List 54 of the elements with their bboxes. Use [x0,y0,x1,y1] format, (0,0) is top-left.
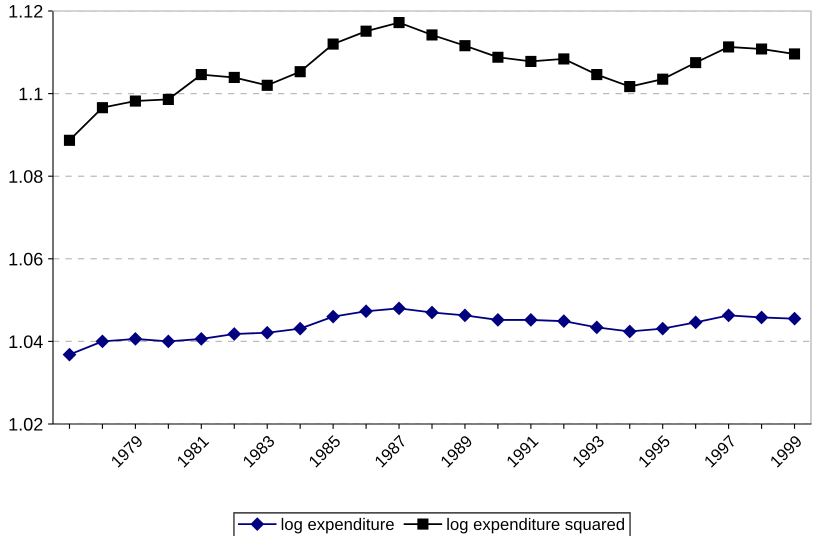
point [425,306,439,320]
point [162,94,174,105]
y-tick-label: 1.04 [10,335,43,348]
point [360,26,372,37]
point [657,74,668,85]
point [162,334,175,348]
point [294,66,306,78]
point [723,41,734,52]
point [96,102,108,114]
point [689,316,702,329]
point [756,43,768,55]
point [294,322,307,336]
y-tick-label: 1.08 [10,170,42,183]
point [96,334,110,348]
point [196,69,207,80]
y-tick-label: 1.12 [10,4,42,18]
point [260,326,274,340]
point [130,95,141,107]
point [458,308,472,322]
point [392,302,406,315]
point [590,320,604,334]
legend-label: log expenditure squared [447,518,624,534]
legend-label: log expenditure [282,518,394,534]
point [64,134,76,146]
point [788,312,802,326]
point [624,81,636,92]
point [656,322,670,336]
point [591,69,602,80]
point [228,327,241,341]
point [194,332,208,346]
point [459,40,471,52]
point [491,313,504,327]
point [393,17,405,28]
point [557,314,570,328]
y-tick-label: 1.06 [10,252,42,266]
point [524,313,538,327]
point [690,57,702,68]
point [722,308,736,322]
y-tick-label: 1.02 [10,418,42,431]
point [360,304,373,318]
point [426,29,438,41]
point [228,72,240,84]
point [492,52,504,63]
y-tick-label: 1.1 [20,88,42,100]
point [326,310,340,324]
point [623,324,636,338]
point [128,332,142,346]
point [328,38,339,50]
point [262,80,273,91]
point [62,348,76,362]
point [788,48,800,60]
point [754,310,768,324]
point [558,53,570,64]
point [525,56,536,67]
